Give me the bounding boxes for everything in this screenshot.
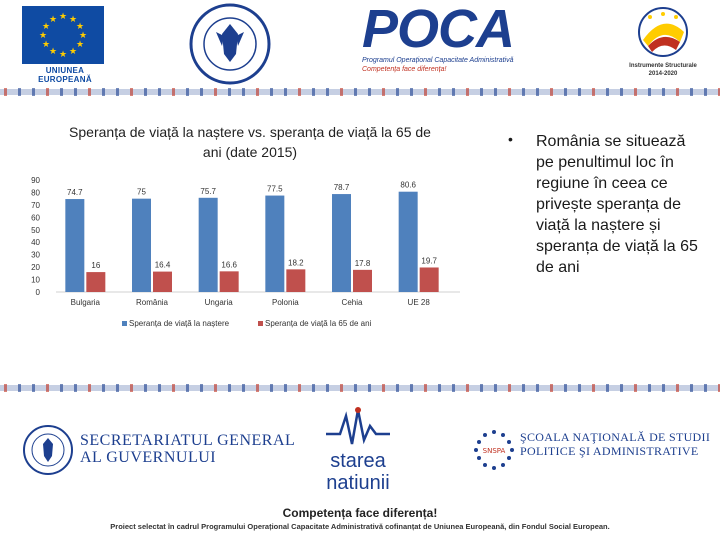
data-label: 75.7 [200,187,216,196]
legend-swatch [122,321,127,326]
starea-line-2: natiunii [326,472,390,494]
data-label: 19.7 [421,256,437,265]
poca-logo: POCA Programul Operațional Capacitate Ad… [362,2,532,84]
footer-note: Proiect selectat în cadrul Programului O… [110,522,610,531]
x-tick-label: Bulgaria [71,298,101,307]
svg-text:★: ★ [76,40,84,50]
data-label: 18.2 [288,258,304,267]
bar-life-expectancy-at-birth [198,197,218,292]
data-label: 75 [137,188,146,197]
bar-life-expectancy-at-65 [286,269,306,292]
bullet-text: România se situează pe penultimul loc în… [536,133,698,276]
legend-label: Speranța de viață la 65 de ani [265,319,372,328]
snspa-name: ŞCOALA NAŢIONALĂ DE STUDII POLITICE ŞI A… [520,430,710,458]
svg-text:★: ★ [59,50,67,60]
bar-life-expectancy-at-65 [219,271,239,292]
sgg-name: SECRETARIATUL GENERAL AL GUVERNULUI [80,432,295,466]
bar-life-expectancy-at-birth [265,195,285,292]
svg-text:★: ★ [42,40,50,50]
y-tick-label: 0 [36,288,41,297]
svg-text:★: ★ [49,47,57,57]
snspa-badge-text: SNSPA [483,447,506,455]
footer-slogan: Competența face diferența! [282,506,438,520]
legend-swatch [258,321,263,326]
data-label: 16 [91,261,100,270]
y-tick-label: 60 [31,213,40,222]
decorative-band-bottom [0,384,720,392]
bar-life-expectancy-at-birth [332,194,351,292]
bar-life-expectancy-at-birth [398,191,418,292]
sgg-line-1: SECRETARIATUL GENERAL [80,432,296,449]
pulse-icon [326,407,390,445]
header-logos: ★ ★ ★ ★ ★ ★ ★ ★ ★ ★ ★ ★ UNIUNEA EUROPEANĂ POCA P… [0,0,720,88]
svg-text:★: ★ [49,15,57,25]
svg-text:★: ★ [69,15,77,25]
svg-text:★: ★ [42,22,50,32]
data-label: 78.7 [334,183,350,192]
decorative-band-top [0,88,720,96]
snspa-logo-icon: SNSPA [472,428,516,472]
instruments-years: 2014-2020 [648,71,678,77]
government-seal-icon [188,2,272,86]
poca-wordmark: POCA [362,0,515,59]
svg-text:★: ★ [39,31,47,41]
chart-title: Speranța de viață la naștere vs. speranț… [69,124,431,160]
poca-program-line: Programul Operațional Capacitate Adminis… [362,57,514,64]
bar-life-expectancy-at-birth [65,199,85,292]
eu-caption: UNIUNEA EUROPEANĂ [38,66,92,84]
legend-label: Speranța de viață la naștere [129,319,230,328]
svg-text:★: ★ [69,47,77,57]
y-tick-label: 40 [31,238,40,247]
starea-natiunii-logo: starea natiunii [318,404,398,496]
y-tick-label: 50 [31,226,40,235]
y-tick-label: 90 [31,176,40,185]
sgg-line-2: AL GUVERNULUI [80,449,217,466]
data-label: 77.5 [267,185,283,194]
x-tick-label: Polonia [272,298,299,307]
data-label: 17.8 [355,259,371,268]
starea-natiunii-text: starea natiunii [318,450,398,494]
bullet-dot-icon: • [508,131,513,147]
data-label: 80.6 [400,181,416,190]
bar-life-expectancy-at-65 [153,271,172,292]
sgg-seal-icon [22,424,74,476]
structural-instruments-icon [638,7,688,57]
svg-text:★: ★ [79,31,87,41]
svg-text:★: ★ [76,22,84,32]
poca-slogan-line: Competența face diferența! [362,66,447,73]
x-tick-label: România [136,298,169,307]
structural-instruments-caption: Instrumente Structurale 2014-2020 [618,62,708,78]
svg-text:★: ★ [59,12,67,22]
data-label: 16.4 [155,261,171,270]
eu-flag-icon: ★ ★ ★ ★ ★ ★ ★ ★ ★ ★ ★ ★ [22,6,104,64]
y-tick-label: 30 [31,251,40,260]
instruments-text: Instrumente Structurale [629,63,697,69]
snspa-line-2: POLITICE ŞI ADMINISTRATIVE [520,444,699,458]
bar-life-expectancy-at-birth [132,198,151,292]
y-tick-label: 10 [31,276,40,285]
bar-life-expectancy-at-65 [86,272,106,292]
x-tick-label: UE 28 [408,298,431,307]
data-label: 74.7 [67,188,83,197]
x-tick-label: Ungaria [205,298,234,307]
structural-instruments-logo: Instrumente Structurale 2014-2020 [618,2,708,86]
y-tick-label: 70 [31,201,40,210]
x-tick-label: Cehia [342,298,363,307]
snspa-line-1: ŞCOALA NAŢIONALĂ DE STUDII [520,430,711,444]
bar-life-expectancy-at-65 [353,269,372,292]
data-label: 16.6 [221,260,237,269]
life-expectancy-chart: 0 10 20 30 40 50 60 70 80 90 74.7 16 Bulgaria 75 16.4 R… [31,176,460,328]
bar-life-expectancy-at-65 [419,267,439,292]
y-tick-label: 20 [31,263,40,272]
starea-line-1: starea [330,450,386,472]
y-tick-label: 80 [31,188,40,197]
